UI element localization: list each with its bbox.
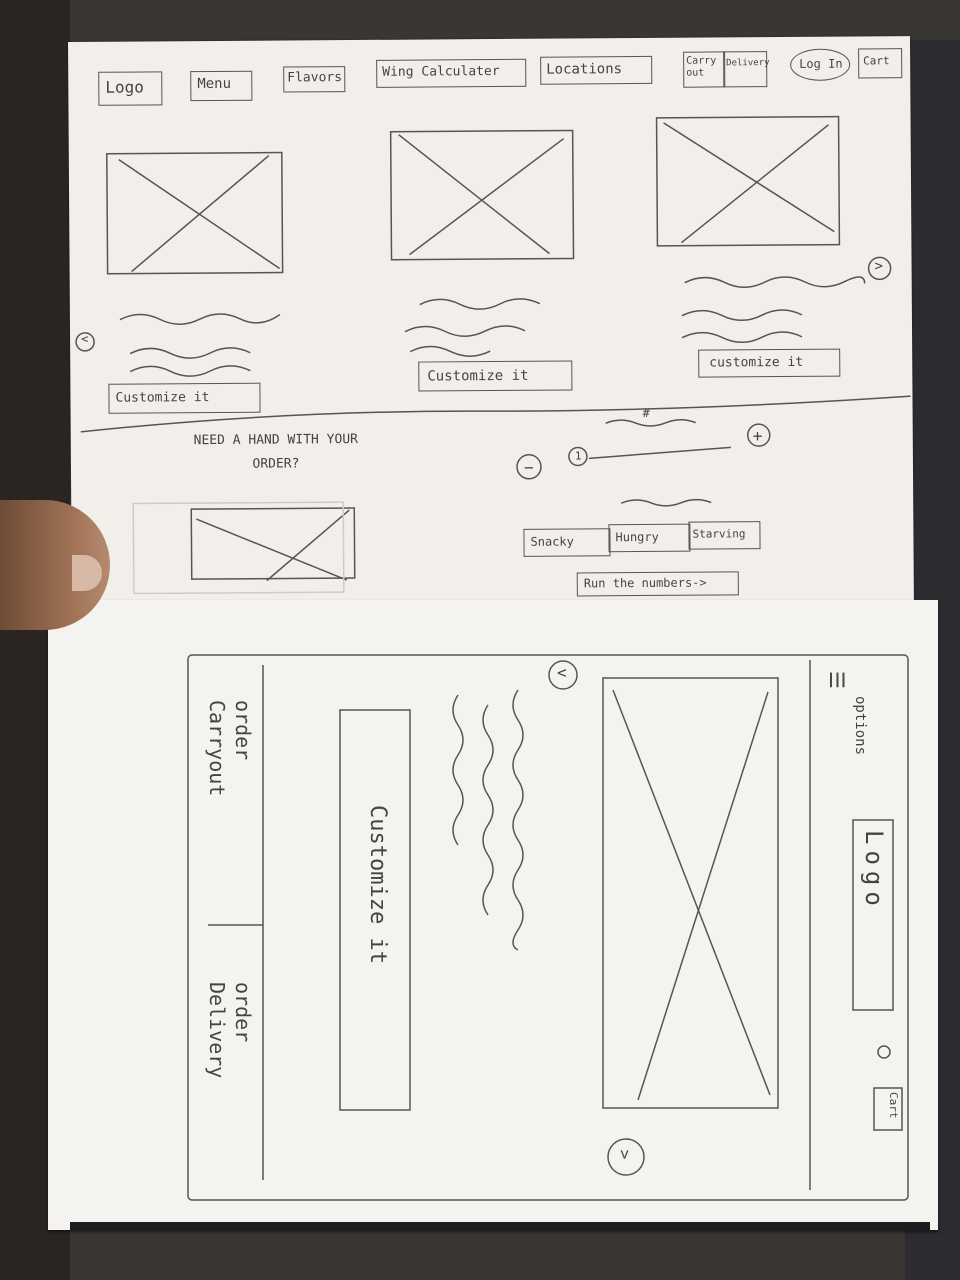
option-snacky-button[interactable]: Snacky [523, 528, 611, 557]
mobile-next-arrow[interactable]: > [615, 1149, 635, 1160]
slider-plus-button[interactable]: + [752, 426, 763, 446]
option-snacky-text: Snacky [530, 534, 574, 549]
mobile-cart-button[interactable]: Cart [887, 1092, 900, 1119]
card-3-customize-button[interactable]: customize it [698, 348, 841, 378]
nav-cart-button[interactable]: Cart [858, 48, 903, 79]
nav-login-text: Log In [799, 56, 843, 71]
option-starving-button[interactable]: Starving [688, 521, 761, 550]
nav-locations-text: Locations [546, 61, 623, 78]
nav-logo-text: Logo [105, 77, 144, 97]
holding-thumb [0, 500, 110, 630]
slider-counter-label: # [642, 405, 650, 420]
nav-wing-calculator-text: Wing Calculater [382, 63, 500, 80]
bottom-page-sketch-lines [187, 654, 909, 1201]
carousel-next-arrow[interactable]: > [874, 258, 884, 275]
option-starving-text: Starving [692, 527, 746, 541]
option-hungry-text: Hungry [615, 529, 659, 545]
nav-locations-link[interactable]: Locations [540, 55, 653, 85]
nav-delivery-text: Delivery [726, 58, 770, 69]
top-page-sketch-lines [75, 115, 911, 595]
nav-menu-text: Menu [197, 75, 232, 93]
mobile-prev-arrow[interactable]: < [557, 663, 567, 682]
run-numbers-text: Run the numbers-> [583, 575, 707, 591]
mobile-customize-button[interactable]: Customize it [365, 805, 390, 964]
nav-flavors-link[interactable]: Flavors [283, 66, 346, 93]
slider-minus-button[interactable]: − [523, 457, 534, 477]
mobile-options-label: options [852, 696, 868, 756]
carousel-prev-arrow[interactable]: < [81, 331, 89, 346]
mobile-order-delivery-button[interactable]: order Delivery [205, 982, 255, 1079]
slider-value: 1 [574, 449, 582, 463]
run-numbers-button[interactable]: Run the numbers-> [576, 571, 739, 597]
nav-logo-box[interactable]: Logo [98, 71, 163, 106]
card-3-customize-text: customize it [709, 354, 804, 371]
mobile-order-carryout-button[interactable]: order Carryout [205, 700, 255, 797]
mobile-menu-icon[interactable]: ☰ [824, 671, 849, 689]
notebook-spine [70, 1222, 930, 1230]
nav-cart-text: Cart [863, 54, 890, 68]
nav-carryout-text: Carry out [686, 55, 717, 79]
notebook-page-top: Logo Menu Flavors Wing Calculater Locati… [68, 36, 914, 612]
nav-delivery-button[interactable]: Delivery [723, 51, 770, 88]
card-1-customize-text: Customize it [115, 390, 210, 406]
card-2-customize-text: Customize it [427, 367, 529, 385]
nav-flavors-text: Flavors [287, 70, 343, 86]
notebook-page-bottom: ☰ options Logo Cart < > Customize it ord… [48, 600, 938, 1230]
nav-menu-link[interactable]: Menu [190, 70, 253, 102]
mobile-logo: Logo [860, 830, 888, 912]
card-2-customize-button[interactable]: Customize it [418, 360, 573, 392]
option-hungry-button[interactable]: Hungry [608, 523, 691, 553]
nav-carryout-button[interactable]: Carry out [683, 51, 726, 88]
thumbnail [72, 555, 102, 591]
nav-wing-calculator-link[interactable]: Wing Calculater [376, 58, 527, 88]
card-1-customize-button[interactable]: Customize it [108, 382, 261, 414]
help-heading: NEED A HAND WITH YOUR ORDER? [193, 431, 359, 472]
